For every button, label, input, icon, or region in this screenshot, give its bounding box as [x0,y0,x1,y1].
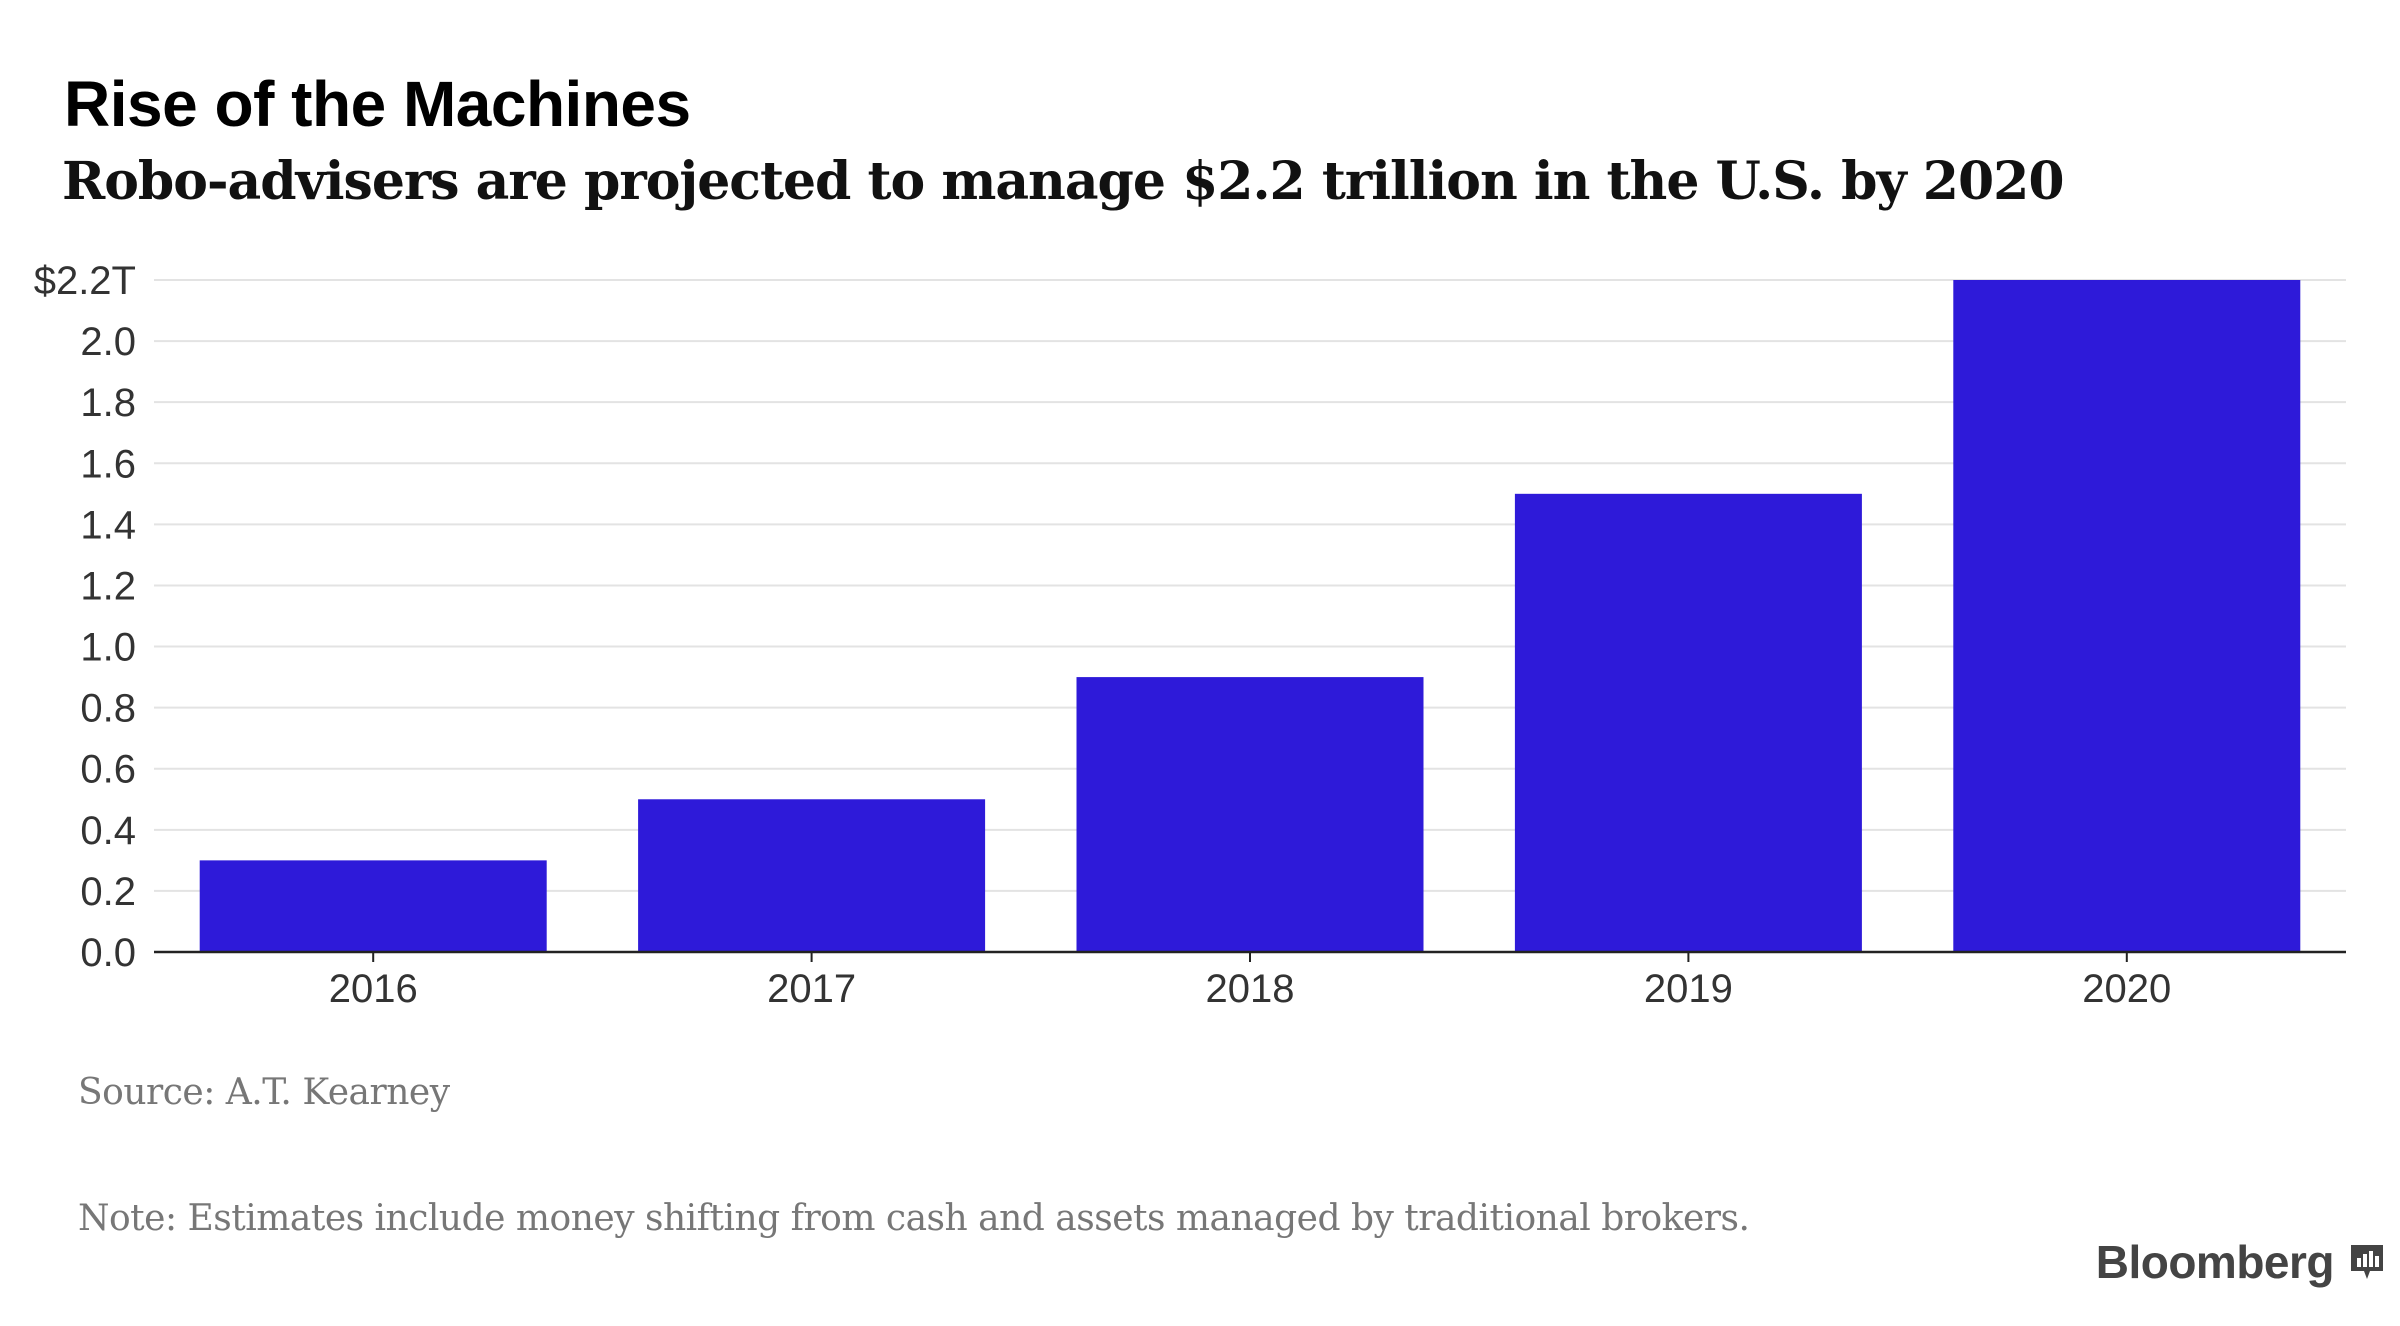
brand-name: Bloomberg [2095,1236,2335,1288]
y-tick-label: 0.8 [80,687,136,731]
bar-2016 [199,860,547,952]
bar-2018 [1076,677,1424,952]
chart-subtitle: Robo-advisers are projected to manage $2… [62,151,2065,212]
x-tick-label: 2017 [767,967,856,1011]
x-tick-label: 2020 [2082,967,2171,1011]
x-tick-label: 2018 [1206,967,1295,1011]
x-tick-label: 2016 [329,967,418,1011]
y-tick-label: 1.6 [80,442,136,486]
bar-2017 [638,799,986,952]
y-axis-ticks: 0.0 0.2 0.4 0.6 0.8 1.0 1.2 1.4 1.6 1.8 2.0 $2.2T [34,259,136,975]
y-tick-label: 0.2 [80,870,136,914]
bar-2019 [1514,493,1862,952]
x-tick-label: 2019 [1644,967,1733,1011]
y-tick-label: 1.4 [80,503,136,547]
y-tick-label: 1.8 [80,381,136,425]
bars [199,280,2301,952]
y-tick-label: 0.6 [80,748,136,792]
y-tick-label: 2.0 [80,320,136,364]
y-tick-label: 0.4 [80,809,136,853]
y-tick-label: 0.0 [80,931,136,975]
brand-logo: Bloomberg [2096,1234,2386,1290]
source-note: Source: A.T. Kearney [78,1072,450,1113]
chart-title: Rise of the Machines [64,68,691,140]
y-tick-label: 1.2 [80,564,136,608]
y-tick-label: $2.2T [34,259,136,303]
bar-2020 [1953,280,2301,952]
x-axis-ticks: 2016 2017 2018 2019 2020 [329,952,2171,1011]
footnote: Note: Estimates include money shifting f… [78,1198,1750,1239]
y-tick-label: 1.0 [80,626,136,670]
bloomberg-terminal-icon [2351,1245,2383,1279]
